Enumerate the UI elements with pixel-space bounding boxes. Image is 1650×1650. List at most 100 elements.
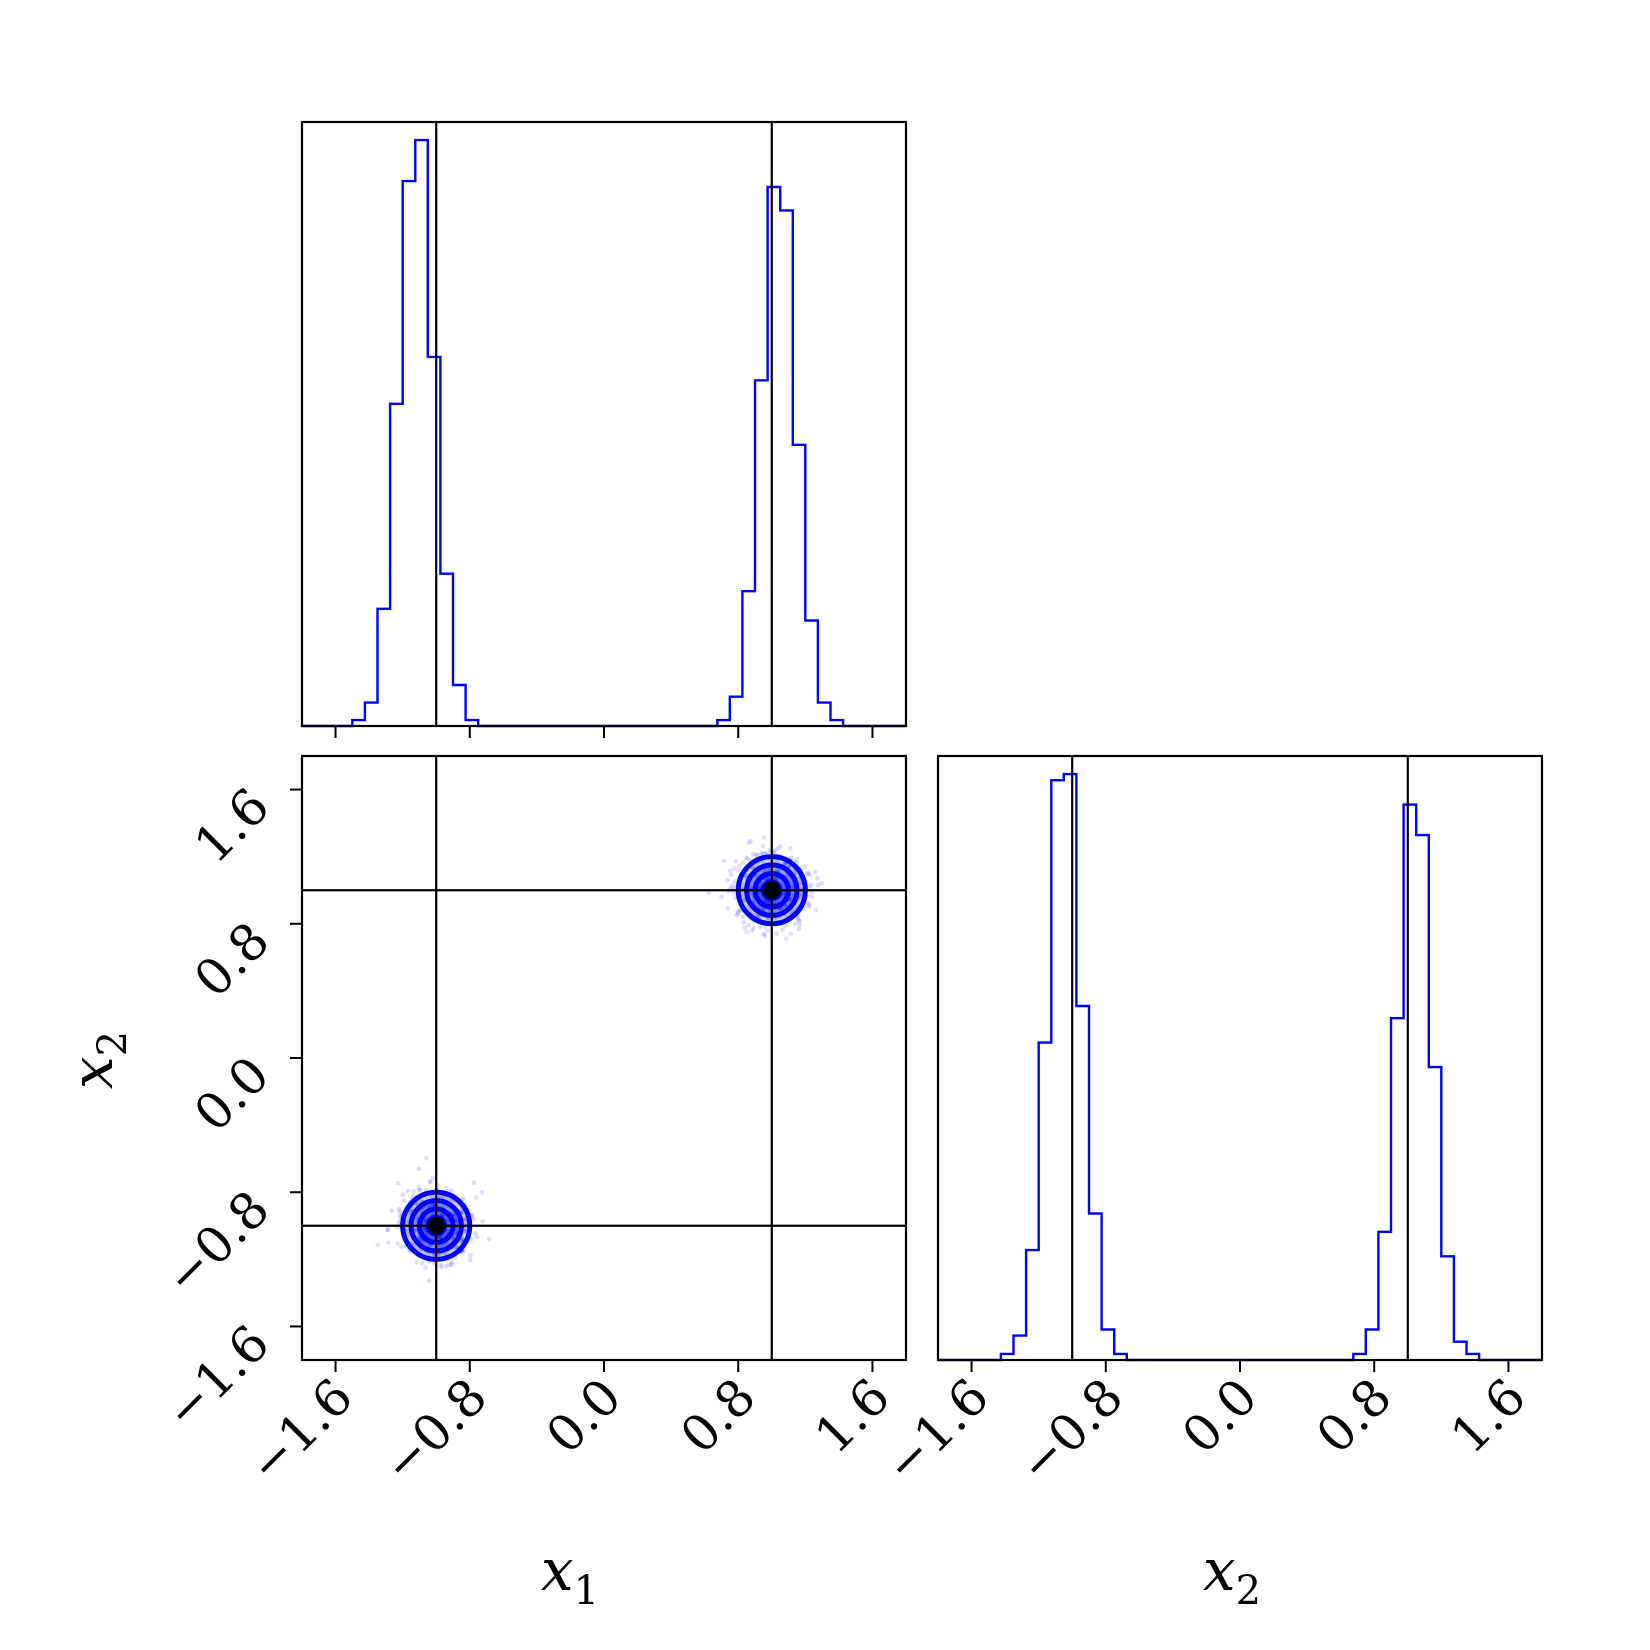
scatter-point xyxy=(762,924,768,930)
scatter-point xyxy=(802,864,808,870)
scatter-point xyxy=(438,1262,444,1268)
scatter-point xyxy=(453,1230,459,1235)
scatter-ytick-label-3: 0.8 xyxy=(183,911,280,1008)
scatter-point xyxy=(789,855,794,861)
scatter-point xyxy=(783,936,789,942)
scatter-point xyxy=(761,850,767,856)
scatter-point xyxy=(779,906,785,911)
scatter-point xyxy=(385,1227,391,1233)
scatter-xtick-label-2: 0.0 xyxy=(535,1367,632,1464)
scatter-point xyxy=(754,852,759,858)
scatter-point xyxy=(405,1188,411,1194)
scatter-point xyxy=(389,1208,395,1214)
scatter-point xyxy=(451,1212,457,1218)
scatter-point xyxy=(780,927,785,932)
scatter-xtick-label-0: −1.6 xyxy=(237,1367,364,1494)
scatter-point xyxy=(397,1209,403,1214)
scatter-point xyxy=(761,835,767,840)
scatter-point xyxy=(798,890,804,896)
scatter-point xyxy=(396,1206,402,1212)
scatter-point xyxy=(731,866,737,872)
scatter-point xyxy=(725,906,731,911)
scatter-point xyxy=(807,872,813,877)
hist-x2-xtick-label-3: 0.8 xyxy=(1305,1367,1402,1464)
scatter-point xyxy=(764,899,769,905)
scatter-point xyxy=(430,1175,436,1181)
scatter-point xyxy=(436,1252,442,1258)
scatter-point xyxy=(375,1242,381,1248)
scatter-point xyxy=(473,1195,479,1200)
hist-x2-xtick-label-2: 0.0 xyxy=(1171,1367,1268,1464)
scatter-point xyxy=(719,894,724,900)
scatter-point xyxy=(806,902,812,907)
scatter-point xyxy=(397,1213,403,1218)
scatter-point xyxy=(760,843,766,849)
scatter-point xyxy=(794,856,800,862)
scatter-point xyxy=(805,870,811,876)
scatter-point xyxy=(438,1243,443,1249)
scatter-point xyxy=(404,1227,410,1233)
scatter-point xyxy=(796,926,802,932)
scatter-point xyxy=(788,931,794,937)
scatter-frame xyxy=(300,754,908,1362)
scatter-point xyxy=(426,1278,432,1284)
scatter-point xyxy=(453,1217,459,1222)
scatter-point xyxy=(781,885,787,890)
scatter-point xyxy=(814,875,820,881)
scatter-point xyxy=(416,1184,422,1190)
scatter-point xyxy=(798,893,803,899)
scatter-point xyxy=(468,1252,473,1258)
scatter-point xyxy=(467,1257,473,1263)
scatter-point xyxy=(444,1185,449,1191)
scatter-point xyxy=(809,894,814,900)
scatter-point xyxy=(734,912,740,918)
scatter-point xyxy=(416,1166,422,1172)
scatter-point xyxy=(749,928,755,933)
scatter-xtick-label-3: 0.8 xyxy=(669,1367,766,1464)
scatter-point xyxy=(396,1219,402,1225)
scatter-point xyxy=(479,1190,485,1195)
scatter-point xyxy=(725,877,730,883)
scatter-point xyxy=(762,933,768,939)
scatter-point xyxy=(815,882,821,888)
scatter-point xyxy=(471,1180,477,1186)
scatter-point xyxy=(426,1233,431,1239)
histogram-x2-panel: −1.6 −0.8 0.0 0.8 1.6 xyxy=(873,754,1544,1494)
scatter-point xyxy=(411,1188,417,1194)
scatter-point xyxy=(706,890,712,896)
scatter-point xyxy=(742,925,748,931)
scatter-point xyxy=(728,872,734,878)
scatter-point xyxy=(428,1179,434,1185)
scatter-point xyxy=(486,1236,492,1242)
scatter-point xyxy=(819,881,824,886)
scatter-point xyxy=(416,1187,422,1193)
y-axis-label-x2: x2 xyxy=(58,1031,136,1089)
scatter-point xyxy=(788,845,793,851)
scatter-point xyxy=(439,1264,444,1270)
scatter-point xyxy=(740,914,746,920)
scatter-point xyxy=(775,859,780,864)
scatter-point xyxy=(805,901,811,906)
scatter-mode-1 xyxy=(706,835,824,942)
x-axis-label-x1: x1 xyxy=(541,1536,599,1614)
scatter-point xyxy=(471,1216,477,1222)
scatter-point xyxy=(735,908,741,914)
scatter-point xyxy=(406,1233,411,1238)
scatter-point xyxy=(448,1262,454,1268)
scatter-xtick-label-1: −0.8 xyxy=(371,1367,498,1494)
scatter-point xyxy=(480,1218,486,1224)
hist-x2-xtick-label-4: 1.6 xyxy=(1440,1367,1537,1464)
scatter-point xyxy=(735,911,741,916)
scatter-point xyxy=(765,867,771,873)
scatter-point xyxy=(385,1227,390,1233)
scatter-plot-area xyxy=(302,756,906,1360)
scatter-point xyxy=(732,879,737,885)
scatter-point xyxy=(419,1261,425,1266)
scatter-ytick-label-2: 0.0 xyxy=(183,1045,280,1142)
scatter-point xyxy=(797,918,802,924)
scatter-point xyxy=(751,925,756,931)
scatter-point xyxy=(746,922,751,928)
scatter-point xyxy=(729,883,735,889)
scatter-point xyxy=(761,868,767,873)
scatter-point xyxy=(757,892,763,898)
